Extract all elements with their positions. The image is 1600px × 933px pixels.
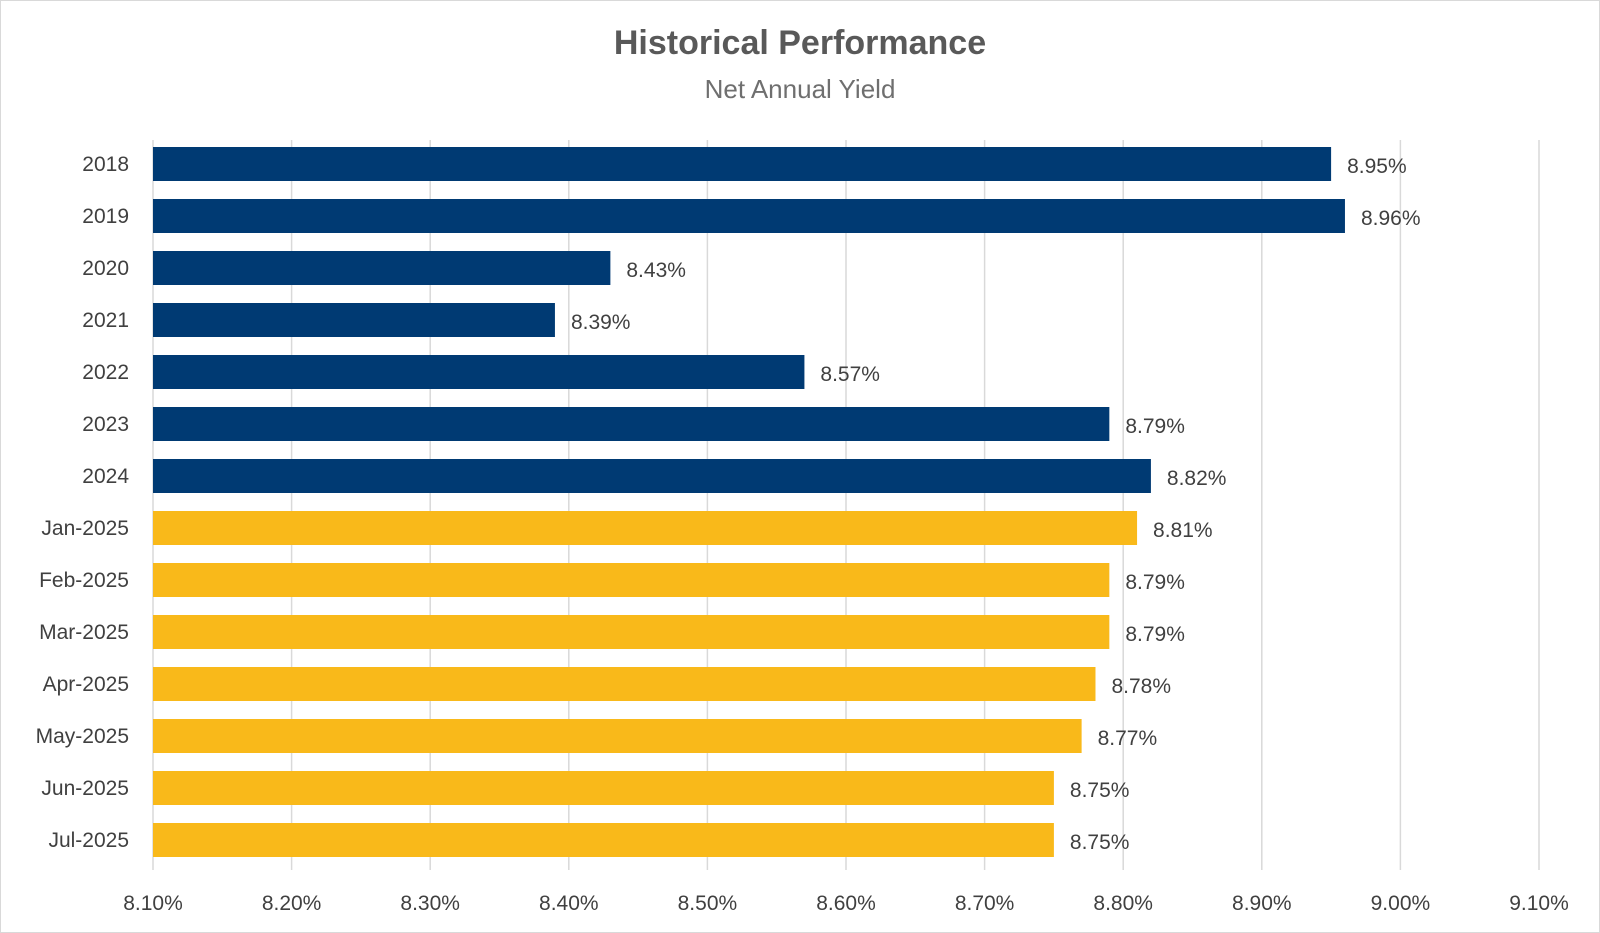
data-label: 8.77% [1098,727,1158,750]
data-labels: 8.95% 8.96% 8.43% 8.39% 8.57% 8.79% 8.82% 8.81%… [571,155,1421,854]
bar-jun-2025 [153,771,1054,805]
x-tick-label: 8.50% [678,892,738,915]
category-label: 2020 [82,257,129,280]
category-label: Feb-2025 [39,569,129,592]
bar-feb-2025 [153,563,1110,597]
bars [153,147,1345,857]
x-tick-label: 8.80% [1093,892,1153,915]
data-label: 8.39% [571,311,631,334]
bar-jul-2025 [153,823,1054,857]
data-label: 8.75% [1070,831,1130,854]
data-label: 8.96% [1361,207,1421,230]
x-tick-label: 8.30% [400,892,460,915]
data-label: 8.79% [1125,415,1185,438]
data-label: 8.79% [1125,623,1185,646]
data-label: 8.57% [820,363,880,386]
data-label: 8.95% [1347,155,1407,178]
bar-jan-2025 [153,511,1138,545]
category-label: 2018 [82,153,129,176]
data-label: 8.75% [1070,779,1130,802]
bar-2024 [153,459,1151,493]
bar-2020 [153,251,611,285]
bar-2018 [153,147,1332,181]
chart-title: Historical Performance [613,24,987,62]
category-label: 2021 [82,309,129,332]
data-label: 8.81% [1153,519,1213,542]
category-label: Jul-2025 [48,829,129,852]
x-tick-label: 8.40% [539,892,599,915]
chart-subtitle: Net Annual Yield [704,74,896,104]
data-label: 8.82% [1167,467,1227,490]
x-tick-label: 9.00% [1371,892,1431,915]
bar-mar-2025 [153,615,1110,649]
x-tick-label: 8.20% [262,892,322,915]
bar-apr-2025 [153,667,1096,701]
data-label: 8.78% [1111,675,1171,698]
data-label: 8.79% [1125,571,1185,594]
category-label: 2022 [82,361,129,384]
data-label: 8.43% [626,259,686,282]
category-label: Apr-2025 [43,673,129,696]
x-tick-label: 8.90% [1232,892,1292,915]
x-tick-label: 8.60% [816,892,876,915]
bar-2023 [153,407,1110,441]
x-tick-label: 8.70% [955,892,1015,915]
category-label: Mar-2025 [39,621,129,644]
bar-2019 [153,199,1345,233]
x-axis-tick-labels: 8.10% 8.20% 8.30% 8.40% 8.50% 8.60% 8.70% 8.80%… [123,892,1569,915]
category-label: 2023 [82,413,129,436]
x-tick-label: 9.10% [1509,892,1569,915]
category-label: 2019 [82,205,129,228]
category-labels: 2018 2019 2020 2021 2022 2023 2024 Jan-2025 Feb-… [36,153,130,852]
bar-may-2025 [153,719,1082,753]
bar-2021 [153,303,555,337]
x-tick-label: 8.10% [123,892,183,915]
category-label: Jan-2025 [41,517,129,540]
category-label: May-2025 [36,725,129,748]
category-label: 2024 [82,465,129,488]
gridlines [152,140,1540,870]
bar-2022 [153,355,805,389]
category-label: Jun-2025 [41,777,129,800]
